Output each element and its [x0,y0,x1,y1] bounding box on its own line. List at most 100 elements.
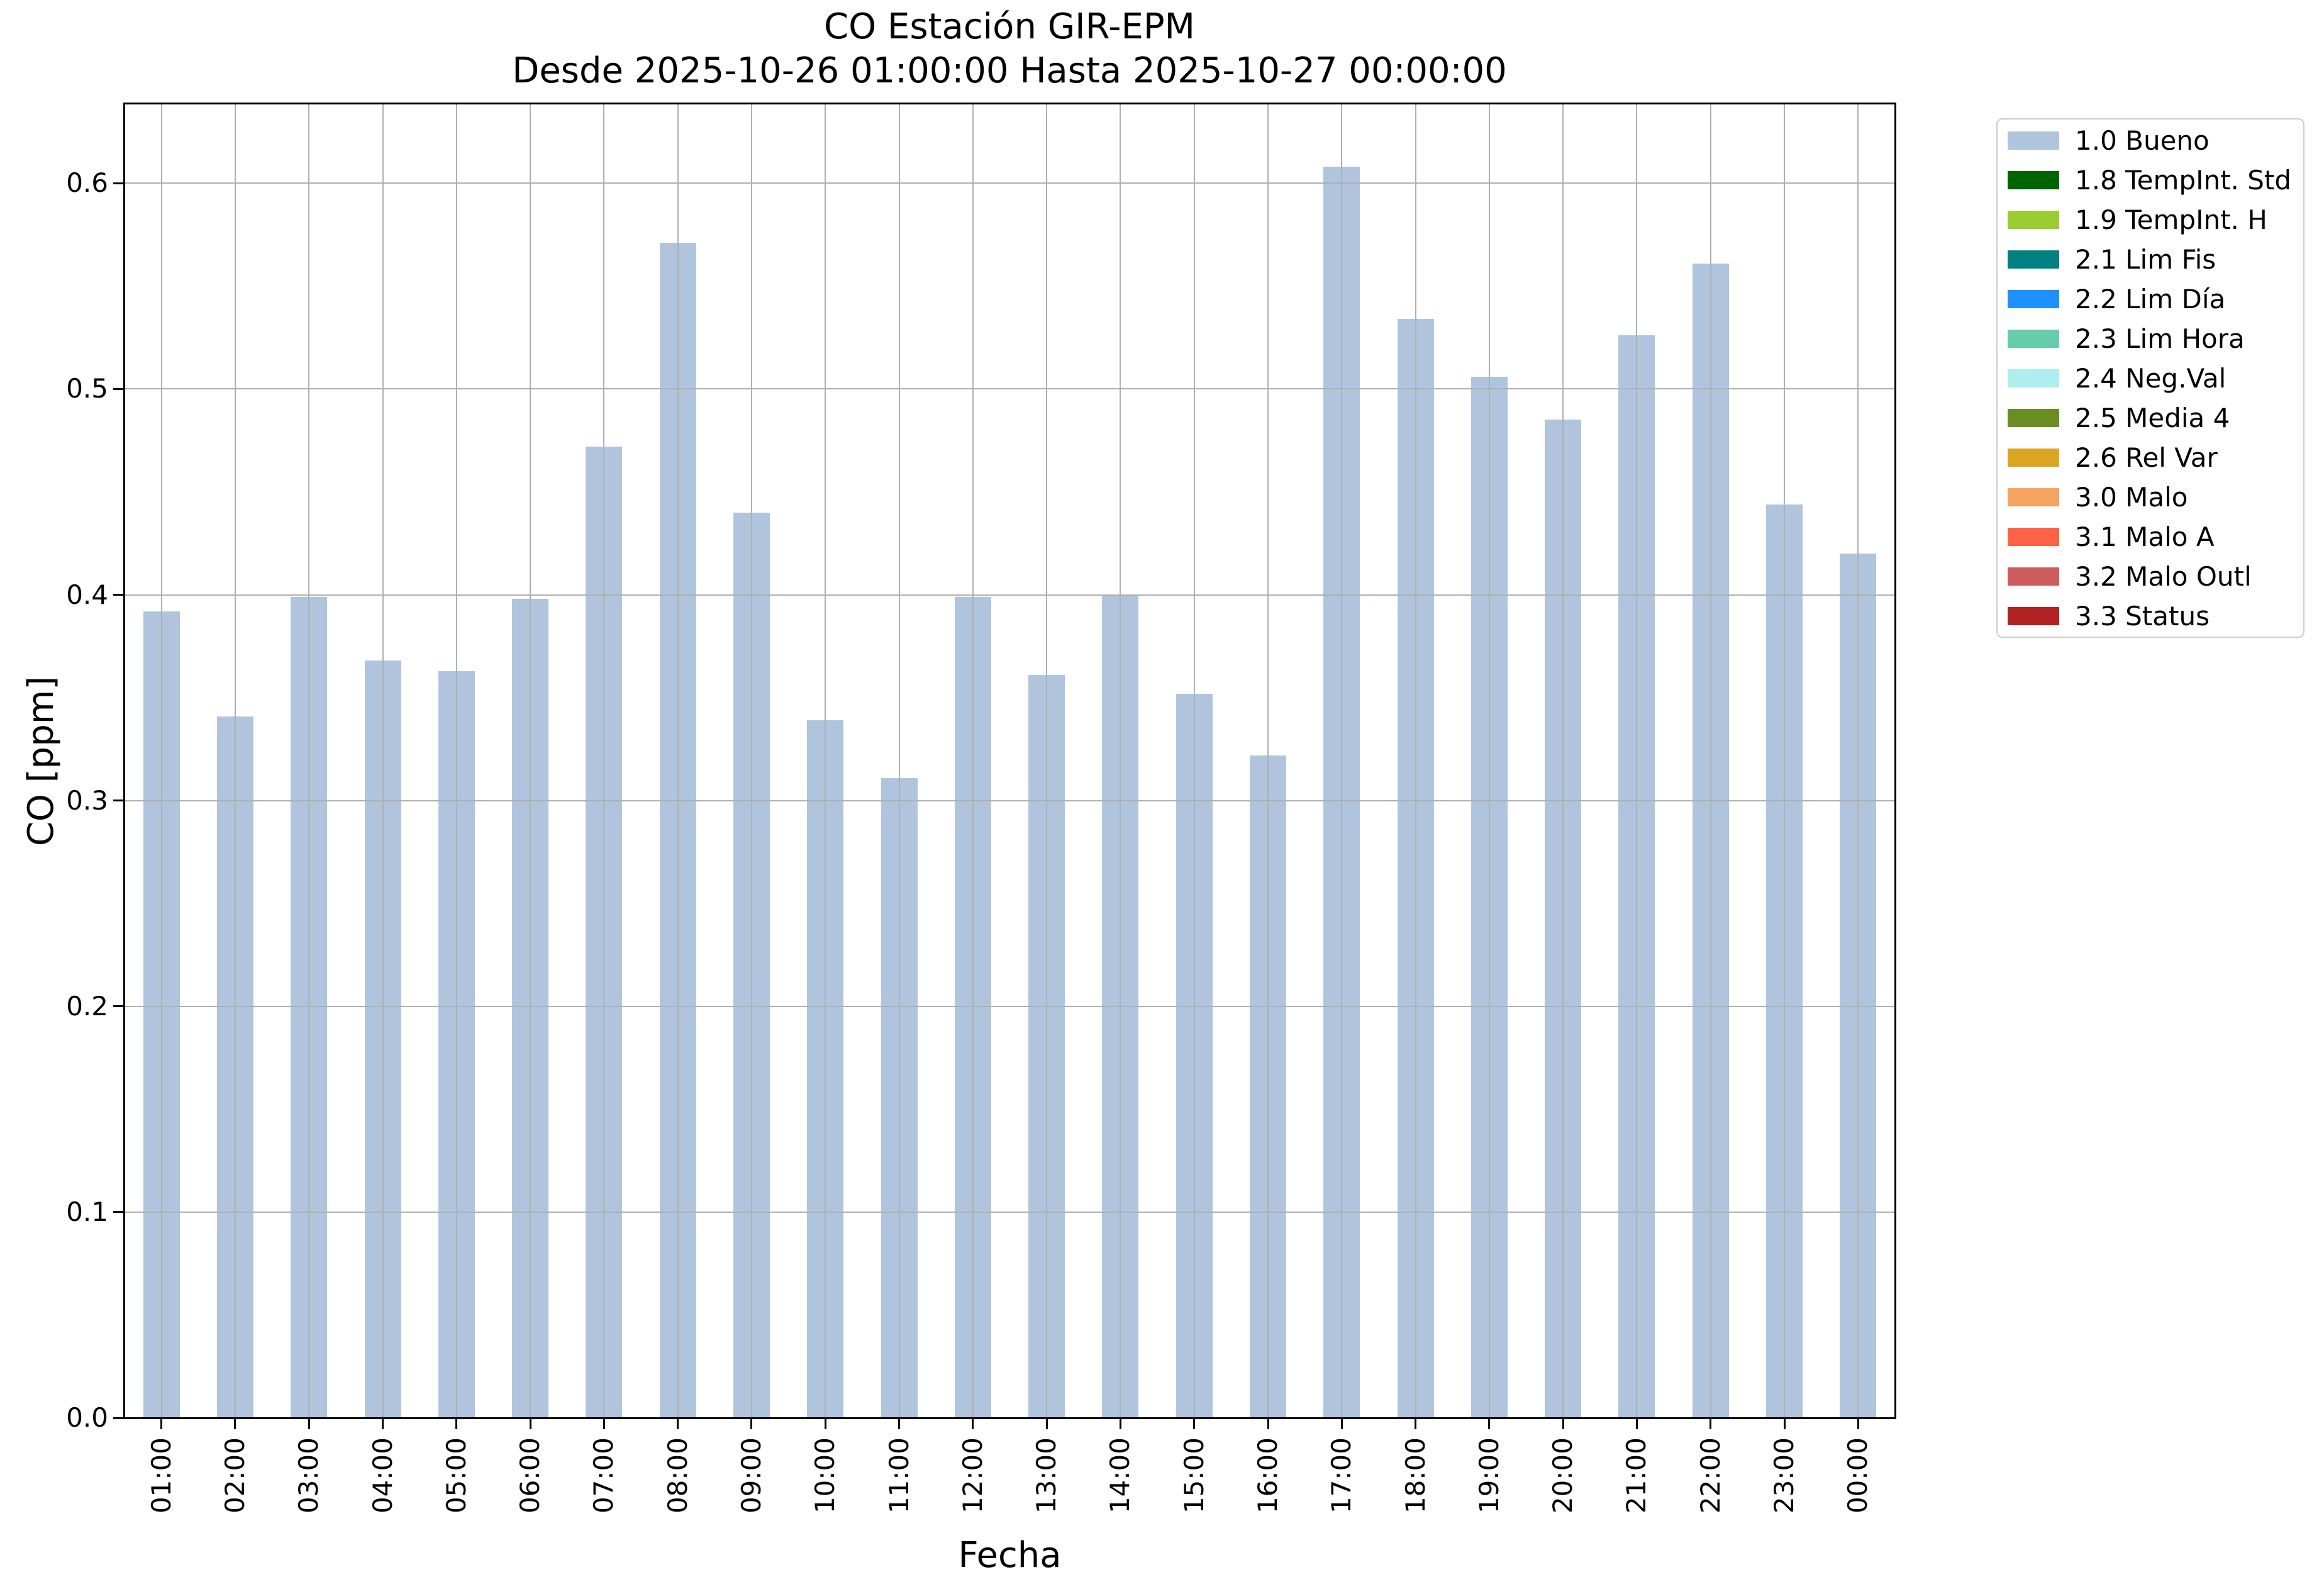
x-tick [898,1418,901,1429]
y-tick [113,182,125,184]
x-tick-label: 06:00 [514,1437,546,1514]
x-tick [308,1418,310,1429]
x-tick-label: 00:00 [1842,1437,1874,1514]
x-tick-label: 18:00 [1399,1437,1431,1514]
x-tick [1340,1418,1343,1429]
y-tick-label: 0.1 [66,1196,108,1227]
x-gridline [1857,104,1859,1418]
legend-item-label: 3.0 Malo [2075,481,2188,513]
legend-item: 2.2 Lim Día [1998,279,2303,319]
y-tick [113,1211,125,1213]
x-gridline [1415,104,1416,1418]
x-tick-label: 11:00 [883,1437,915,1514]
x-gridline [1193,104,1195,1418]
legend-item-label: 3.1 Malo A [2075,521,2215,552]
x-gridline [382,104,384,1418]
x-tick [824,1418,826,1429]
x-tick-label: 12:00 [957,1437,988,1514]
legend-swatch-icon [2008,250,2059,269]
x-tick-label: 17:00 [1326,1437,1357,1514]
x-gridline [898,104,900,1418]
legend-swatch-icon [2008,527,2059,546]
x-tick [234,1418,236,1429]
x-tick-label: 16:00 [1252,1437,1284,1514]
legend-swatch-icon [2008,488,2059,506]
x-gridline [1636,104,1638,1418]
y-tick [113,594,125,596]
x-gridline [1562,104,1564,1418]
legend-item: 2.4 Neg.Val [1998,359,2303,398]
x-tick [1488,1418,1491,1429]
legend-item: 3.3 Status [1998,596,2303,636]
x-tick [382,1418,384,1429]
y-gridline [125,1005,1895,1007]
x-tick-label: 04:00 [367,1437,398,1514]
y-gridline [125,388,1895,390]
y-tick [113,1005,125,1008]
legend-item: 1.8 TempInt. Std [1998,160,2303,200]
x-tick [455,1418,458,1429]
legend-item-label: 3.3 Status [2075,600,2210,632]
y-tick-label: 0.6 [66,167,108,199]
chart-title: CO Estación GIR-EPM Desde 2025-10-26 01:… [381,5,1638,93]
x-tick [677,1418,679,1429]
legend-item: 3.0 Malo [1998,477,2303,517]
x-tick-label: 15:00 [1178,1437,1209,1514]
legend-swatch-icon [2008,289,2059,308]
y-gridline [125,1211,1895,1213]
chart-title-line1: CO Estación GIR-EPM [824,6,1195,47]
x-gridline [750,104,752,1418]
legend-item-label: 3.2 Malo Outl [2075,560,2252,592]
x-gridline [1488,104,1490,1418]
x-tick-label: 02:00 [219,1437,250,1514]
x-gridline [1784,104,1786,1418]
y-gridline [125,594,1895,596]
legend-item-label: 2.4 Neg.Val [2075,362,2227,394]
legend-swatch-icon [2008,369,2059,387]
legend-swatch-icon [2008,170,2059,189]
legend-swatch-icon [2008,210,2059,229]
x-tick-label: 20:00 [1547,1437,1579,1514]
legend-item: 2.5 Media 4 [1998,398,2303,438]
y-axis-title: CO [ppm] [21,676,62,846]
x-tick [1119,1418,1121,1429]
legend-swatch-icon [2008,448,2059,467]
x-axis-title: Fecha [958,1535,1062,1576]
x-tick [1267,1418,1269,1429]
x-gridline [234,104,236,1418]
y-tick-label: 0.0 [66,1402,108,1433]
x-tick-label: 01:00 [145,1437,177,1514]
legend-swatch-icon [2008,329,2059,348]
legend-swatch-icon [2008,131,2059,150]
x-gridline [160,104,162,1418]
x-tick-label: 19:00 [1473,1437,1504,1514]
x-tick [529,1418,531,1429]
legend-item: 1.0 Bueno [1998,121,2303,160]
legend-swatch-icon [2008,408,2059,427]
x-tick [160,1418,163,1429]
legend-item-label: 1.8 TempInt. Std [2075,164,2292,196]
y-tick-label: 0.2 [66,990,108,1022]
legend-swatch-icon [2008,567,2059,586]
x-tick-label: 13:00 [1031,1437,1062,1514]
x-gridline [1267,104,1269,1418]
legend-item-label: 2.2 Lim Día [2075,283,2226,315]
x-gridline [603,104,605,1418]
x-tick-label: 14:00 [1104,1437,1136,1514]
y-tick [113,800,125,802]
legend-item: 2.1 Lim Fis [1998,240,2303,279]
x-gridline [677,104,679,1418]
x-tick [1710,1418,1712,1429]
y-tick-label: 0.4 [66,579,108,610]
legend-item: 1.9 TempInt. H [1998,200,2303,240]
x-tick [1562,1418,1564,1429]
x-tick [972,1418,974,1429]
x-gridline [1710,104,1711,1418]
legend-item: 3.2 Malo Outl [1998,557,2303,596]
x-tick-label: 09:00 [735,1437,767,1514]
x-tick-label: 05:00 [440,1437,472,1514]
chart-title-line2: Desde 2025-10-26 01:00:00 Hasta 2025-10-… [512,50,1507,91]
x-tick [1415,1418,1417,1429]
x-tick [750,1418,753,1429]
x-tick [1857,1418,1859,1429]
